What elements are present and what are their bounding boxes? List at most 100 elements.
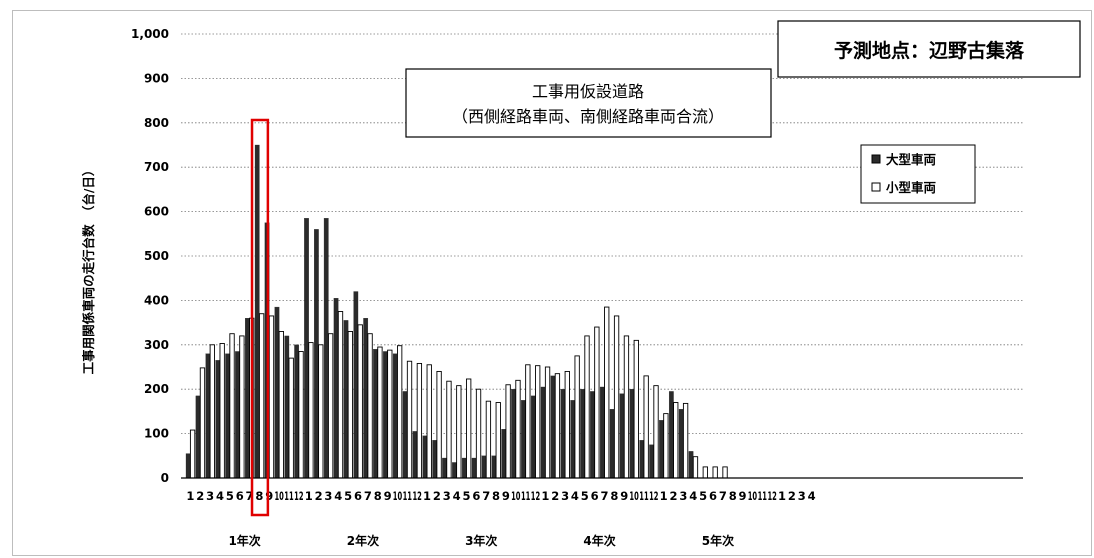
bar-small-46 [643,375,649,479]
bar-small-31 [495,402,501,479]
bar-large-4 [225,353,230,479]
bar-small-11 [298,351,304,479]
year-label: 2年次 [347,533,379,548]
x-tick-label: 1 [778,489,786,503]
x-tick-label: 4 [689,489,697,503]
bar-small-19 [377,346,383,479]
x-tick-label: 9 [265,489,273,503]
x-tick-label: 12 [649,489,658,503]
bar-small-2 [209,344,215,479]
location-box: 予測地点：辺野古集落 [777,20,1081,78]
bar-small-47 [653,385,659,479]
x-tick-label: 9 [502,489,510,503]
x-tick-label: 5 [699,489,707,503]
x-tick-label: 7 [482,489,490,503]
legend-swatch-small-vehicle [871,182,881,192]
bar-small-41 [594,326,600,479]
year-label: 5年次 [702,533,734,548]
bar-small-29 [475,388,482,479]
bar-large-7 [254,144,260,479]
bar-small-43 [613,315,620,479]
y-axis-label: 工事用関係車両の走行台数 （台/日） [81,164,96,375]
x-tick-label: 3 [679,489,687,503]
y-tick-label: 500 [144,249,169,263]
bar-large-30 [481,455,487,479]
bar-small-30 [485,400,492,479]
bar-large-3 [215,360,221,479]
bar-small-23 [416,362,423,479]
x-tick-label: 5 [344,489,352,503]
bar-small-0 [189,429,196,479]
bars [185,144,728,479]
x-tick-label: 3 [443,489,451,503]
x-tick-label: 11 [758,489,767,503]
x-tick-label: 12 [412,489,421,503]
x-tick-label: 7 [601,489,609,503]
bar-large-48 [659,420,664,479]
y-tick-label: 0 [161,471,169,485]
x-tick-label: 2 [315,489,323,503]
bar-small-3 [219,343,225,479]
x-tick-label: 3 [206,489,214,503]
bar-large-28 [461,457,467,479]
x-tick-label: 9 [384,489,392,503]
x-tick-label: 5 [581,489,589,503]
x-tick-label: 4 [216,489,224,503]
x-tick-label: 7 [719,489,727,503]
bar-small-27 [456,385,462,479]
bar-large-5 [235,351,240,479]
bar-small-49 [673,402,679,479]
bar-large-0 [185,453,191,479]
bar-small-42 [604,306,610,479]
x-tick-label: 8 [374,489,382,503]
bar-large-29 [471,457,477,479]
x-tick-label: 7 [364,489,372,503]
bar-large-35 [530,395,536,479]
bar-small-50 [682,402,689,479]
bar-small-18 [367,333,373,479]
bar-small-37 [554,373,561,479]
x-tick-label: 2 [788,489,796,503]
y-axis-ticks: 0 100 200 300 400 500 600 700 800 900 1,000 [131,27,169,485]
x-tick-label: 11 [521,489,530,503]
bar-large-39 [570,400,576,479]
x-tick-label: 5 [462,489,470,503]
bar-large-22 [402,391,408,479]
year-labels: 1年次 2年次 3年次 4年次 5年次 [228,533,734,548]
bar-large-21 [392,353,398,479]
x-tick-label: 8 [255,489,263,503]
x-tick-label: 8 [610,489,618,503]
bar-small-13 [318,344,324,479]
x-tick-label: 2 [670,489,678,503]
x-tick-label: 8 [729,489,737,503]
x-tick-label: 3 [324,489,332,503]
bar-large-11 [294,344,300,479]
x-tick-label: 2 [196,489,204,503]
bar-small-4 [229,333,235,479]
bar-small-36 [544,366,551,479]
x-tick-label: 2 [551,489,559,503]
chart-title-box: 工事用仮設道路 （西側経路車両、南側経路車両合流） [405,68,772,138]
x-tick-label: 7 [246,489,254,503]
bar-small-40 [584,335,590,479]
location-label: 予測地点：辺野古集落 [834,39,1025,62]
bar-large-24 [422,435,428,479]
bar-large-20 [383,351,388,479]
x-tick-label: 12 [294,489,303,503]
x-tick-label: 10 [629,489,638,503]
y-tick-label: 800 [144,116,169,130]
x-tick-label: 10 [748,489,757,503]
bar-small-17 [357,324,363,479]
bar-small-22 [406,360,413,479]
x-tick-label: 6 [472,489,480,503]
bar-small-52 [702,466,708,479]
bar-small-44 [623,335,630,479]
y-tick-label: 200 [144,382,169,396]
bar-large-46 [639,440,645,479]
bar-large-26 [442,457,447,479]
x-tick-label: 10 [511,489,520,503]
x-axis-ticks: 1 2 3 4 5 6 7 8 9 10 11 12 1 2 3 4 5 6 7 8 9 10 11 12 1 2 3 4 5 6 7 8 9 1… [186,489,815,503]
x-tick-label: 12 [767,489,776,503]
bar-large-49 [668,391,674,479]
year-label: 3年次 [465,533,497,548]
